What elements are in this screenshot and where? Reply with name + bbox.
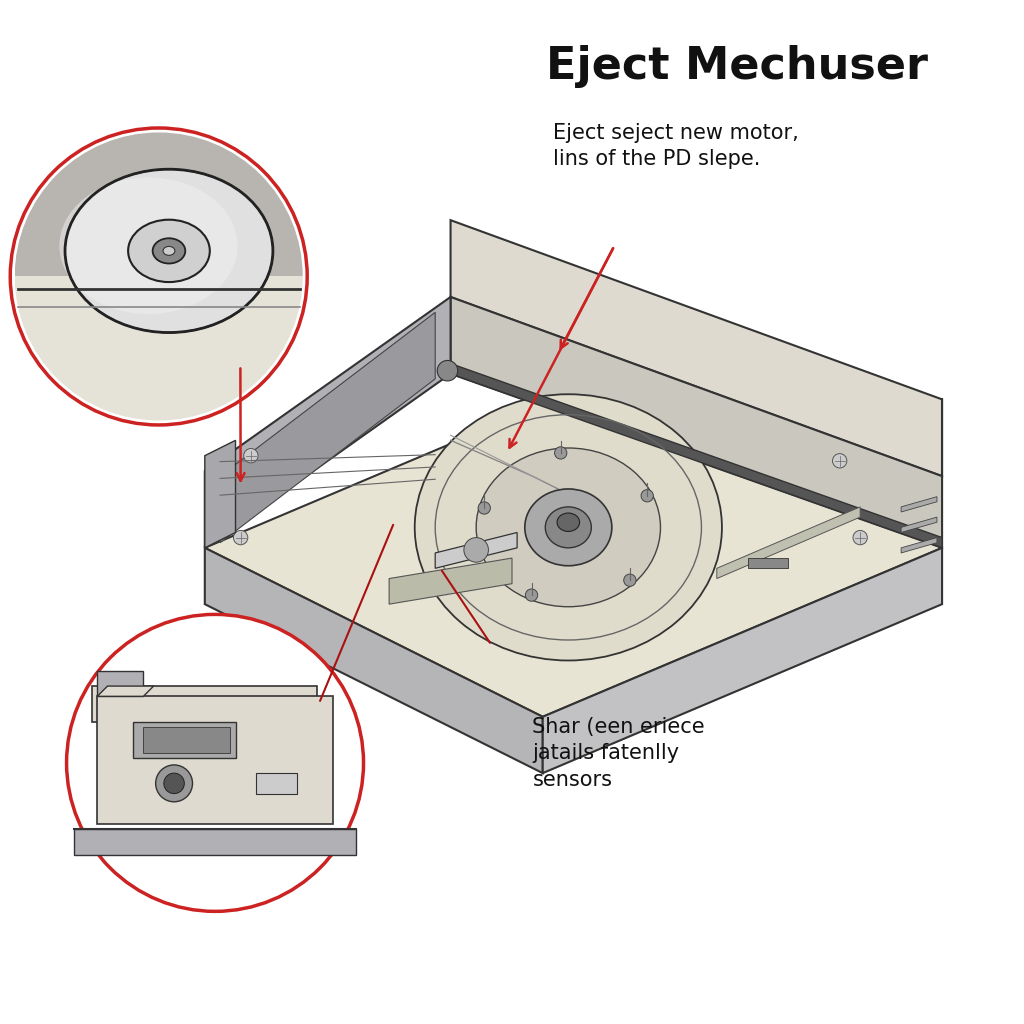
- Polygon shape: [97, 686, 154, 696]
- Polygon shape: [205, 548, 543, 773]
- Circle shape: [67, 614, 364, 911]
- Circle shape: [555, 446, 567, 459]
- Circle shape: [624, 574, 636, 587]
- Bar: [748, 558, 788, 568]
- Polygon shape: [97, 696, 333, 824]
- Ellipse shape: [525, 489, 612, 565]
- Circle shape: [464, 538, 488, 562]
- Polygon shape: [451, 297, 942, 548]
- Polygon shape: [97, 671, 143, 696]
- Text: Eject Mechuser: Eject Mechuser: [546, 45, 929, 88]
- Circle shape: [853, 530, 867, 545]
- Circle shape: [641, 489, 653, 502]
- Polygon shape: [451, 364, 942, 548]
- Polygon shape: [92, 686, 317, 722]
- Ellipse shape: [476, 449, 660, 606]
- Ellipse shape: [415, 394, 722, 660]
- Circle shape: [437, 360, 458, 381]
- Polygon shape: [543, 548, 942, 773]
- Polygon shape: [256, 773, 297, 794]
- Ellipse shape: [153, 239, 185, 263]
- Circle shape: [244, 449, 258, 463]
- Circle shape: [156, 765, 193, 802]
- Polygon shape: [901, 497, 937, 512]
- Polygon shape: [133, 722, 236, 758]
- Polygon shape: [435, 532, 517, 568]
- Text: Eject seject new motor,
lins of the PD slepe.: Eject seject new motor, lins of the PD s…: [553, 123, 799, 169]
- Ellipse shape: [557, 513, 580, 531]
- Ellipse shape: [66, 169, 272, 333]
- Text: Shar (een eriece
jatails fatenlly
sensors: Shar (een eriece jatails fatenlly sensor…: [532, 717, 706, 790]
- Circle shape: [233, 530, 248, 545]
- Ellipse shape: [128, 220, 210, 282]
- Polygon shape: [451, 220, 942, 476]
- Polygon shape: [220, 312, 435, 543]
- Polygon shape: [717, 507, 860, 579]
- Polygon shape: [205, 297, 451, 548]
- Circle shape: [833, 454, 847, 468]
- Polygon shape: [143, 727, 230, 753]
- Polygon shape: [71, 618, 359, 907]
- Polygon shape: [389, 558, 512, 604]
- Circle shape: [525, 589, 538, 601]
- Polygon shape: [74, 829, 356, 855]
- Polygon shape: [14, 132, 303, 276]
- Polygon shape: [14, 276, 303, 421]
- Ellipse shape: [163, 247, 175, 255]
- Circle shape: [164, 773, 184, 794]
- Polygon shape: [205, 379, 942, 717]
- Circle shape: [478, 502, 490, 514]
- Ellipse shape: [59, 177, 238, 314]
- Circle shape: [10, 128, 307, 425]
- Polygon shape: [901, 517, 937, 532]
- Polygon shape: [205, 440, 236, 548]
- Ellipse shape: [546, 507, 592, 548]
- Polygon shape: [901, 538, 937, 553]
